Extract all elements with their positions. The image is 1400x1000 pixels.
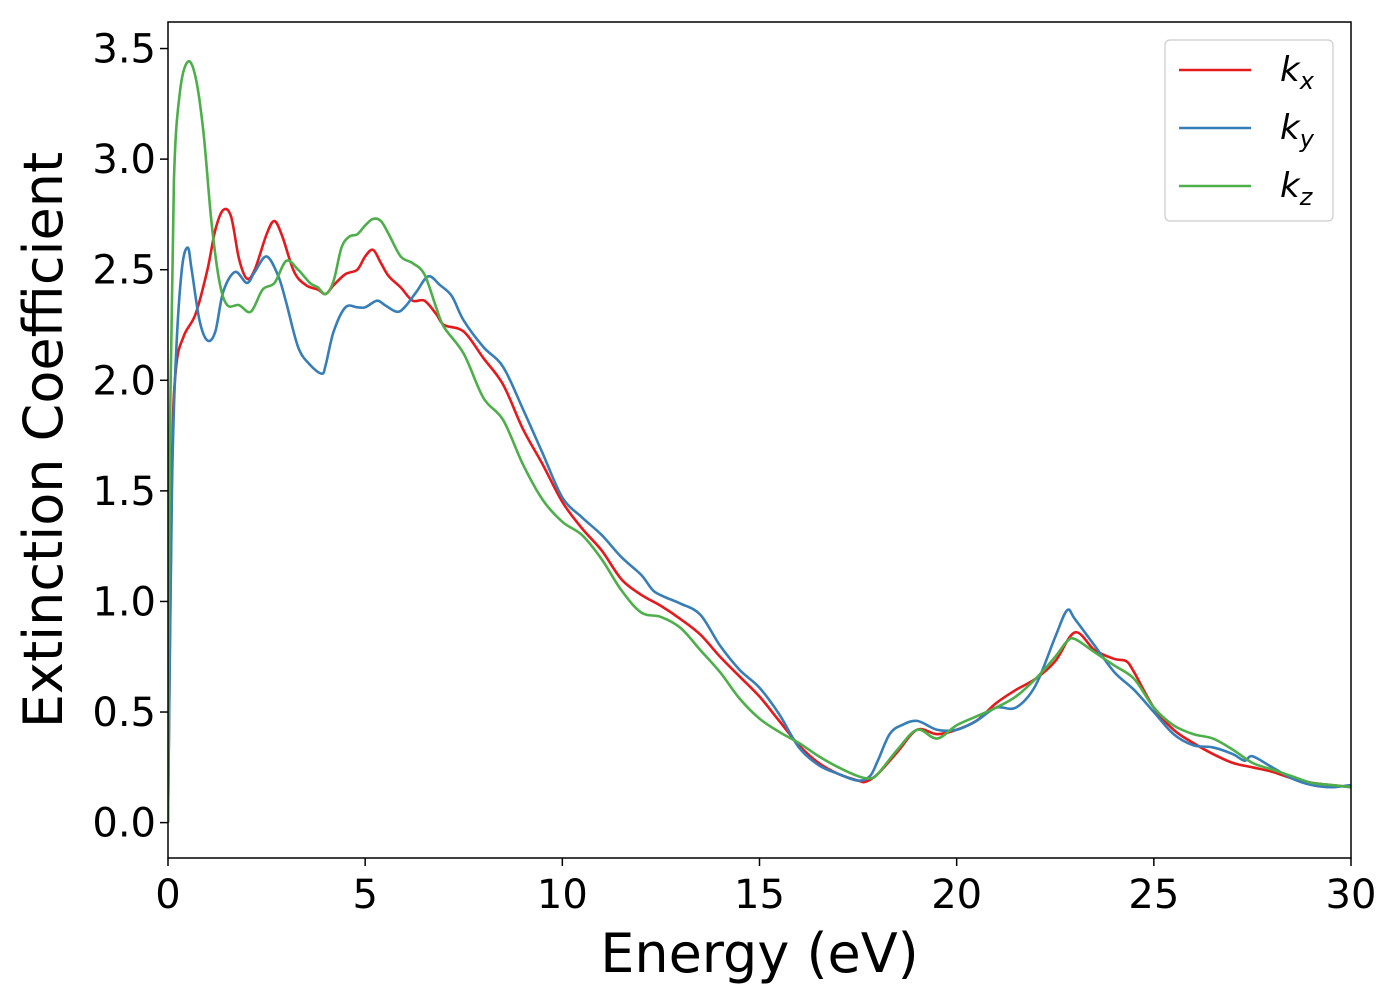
series-line-kz [168,59,1351,823]
y-tick-label: 3.5 [92,27,156,73]
x-tick-label: 15 [734,872,785,918]
series-line-ky [168,246,1351,823]
series-line-kx [168,207,1351,823]
y-tick-label: 3.0 [92,137,156,183]
y-tick-label: 2.5 [92,248,156,294]
x-tick-label: 5 [352,872,377,918]
x-tick-label: 25 [1128,872,1179,918]
x-tick-label: 0 [155,872,180,918]
x-tick-label: 30 [1326,872,1377,918]
y-tick-label: 1.0 [92,579,156,625]
y-tick-label: 0.5 [92,690,156,736]
y-tick-label: 2.0 [92,358,156,404]
x-tick-label: 20 [931,872,982,918]
x-ticks: 0 5 10 15 20 25 30 [155,858,1376,918]
x-axis-title: Energy (eV) [600,922,919,985]
y-tick-label: 1.5 [92,469,156,515]
legend-box [1164,39,1334,222]
y-axis-title: Extinction Coefficient [12,152,75,728]
x-tick-label: 10 [537,872,588,918]
y-tick-label: 0.0 [92,801,156,847]
series-layer [168,59,1351,823]
y-ticks: 0.0 0.5 1.0 1.5 2.0 2.5 3.0 3.5 [92,27,168,847]
